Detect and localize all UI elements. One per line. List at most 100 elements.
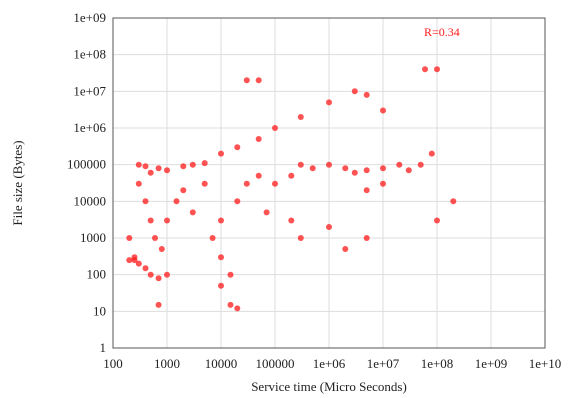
- data-point: [434, 66, 440, 73]
- data-point: [351, 169, 358, 176]
- data-point: [147, 271, 154, 278]
- data-point: [180, 187, 187, 194]
- y-axis-label: File size (Bytes): [10, 140, 25, 225]
- data-point: [147, 169, 154, 176]
- data-point: [288, 217, 295, 224]
- plot-frame: [112, 17, 546, 349]
- data-point: [155, 275, 162, 282]
- data-point: [342, 165, 349, 172]
- x-tick-label: 1e+08: [421, 356, 454, 371]
- data-point: [405, 167, 412, 174]
- data-point: [450, 198, 457, 205]
- data-point: [201, 160, 208, 167]
- data-point: [147, 217, 154, 224]
- y-axis-ticks: 1 10 100 1000 10000 100000 1e+06 1e+07 1e+08 1e+0…: [67, 10, 106, 355]
- x-tick-label: 100000: [256, 356, 295, 371]
- data-point: [272, 180, 278, 187]
- x-tick-label: 1e+07: [367, 356, 400, 371]
- data-point: [142, 265, 149, 272]
- data-point: [164, 217, 170, 224]
- data-point: [380, 165, 386, 172]
- data-point: [363, 235, 370, 241]
- data-point: [272, 125, 278, 131]
- data-point: [218, 150, 224, 157]
- data-point: [131, 257, 138, 264]
- data-point: [234, 305, 241, 312]
- data-point: [209, 235, 216, 241]
- data-point: [434, 217, 440, 224]
- x-tick-label: 1000: [154, 356, 180, 371]
- data-point: [201, 180, 208, 187]
- y-tick-label: 1e+08: [73, 47, 106, 62]
- data-point: [396, 161, 403, 168]
- data-point: [227, 271, 234, 278]
- data-point: [152, 235, 158, 241]
- data-point: [380, 180, 386, 187]
- x-tick-label: 1e+09: [475, 356, 508, 371]
- x-tick-label: 1e+06: [313, 356, 346, 371]
- data-point: [189, 161, 196, 168]
- data-point: [164, 167, 170, 174]
- y-tick-label: 1e+09: [73, 10, 106, 25]
- data-point: [255, 77, 262, 84]
- data-point: [363, 91, 370, 98]
- data-point: [255, 136, 262, 142]
- data-point: [218, 217, 224, 224]
- data-point: [363, 187, 370, 194]
- data-point: [234, 198, 241, 205]
- data-point: [142, 163, 149, 170]
- data-point: [173, 198, 180, 205]
- y-tick-label: 1e+06: [73, 120, 106, 135]
- data-point: [243, 77, 250, 84]
- data-point: [227, 301, 234, 308]
- data-point: [363, 167, 370, 174]
- correlation-annotation: R=0.34: [424, 25, 460, 39]
- x-axis-ticks: 100 1000 10000 100000 1e+06 1e+07 1e+08 1e+09 1e…: [103, 356, 561, 371]
- data-point: [126, 235, 133, 241]
- y-tick-label: 100: [87, 267, 107, 282]
- data-point: [380, 107, 386, 114]
- data-point: [155, 165, 162, 172]
- data-point: [297, 235, 304, 241]
- data-point: [326, 99, 332, 106]
- data-point: [218, 282, 224, 289]
- data-point: [309, 165, 316, 172]
- data-point: [158, 246, 165, 252]
- data-point: [297, 161, 304, 168]
- data-point: [189, 209, 196, 216]
- data-point: [326, 224, 332, 230]
- data-point: [417, 161, 424, 168]
- y-tick-label: 10: [93, 303, 106, 318]
- data-point: [297, 114, 304, 120]
- data-point: [342, 246, 349, 252]
- y-tick-label: 10000: [74, 193, 107, 208]
- x-tick-label: 10000: [205, 356, 238, 371]
- data-point: [135, 260, 142, 267]
- data-point: [135, 161, 142, 168]
- data-point: [218, 254, 224, 261]
- y-tick-label: 1000: [80, 230, 106, 245]
- data-point: [180, 163, 187, 170]
- data-point: [351, 88, 358, 95]
- data-point: [428, 150, 435, 157]
- data-point: [422, 66, 428, 73]
- data-point: [155, 301, 162, 308]
- data-point: [255, 172, 262, 179]
- data-point: [263, 209, 270, 216]
- data-point: [326, 161, 332, 168]
- x-tick-label: 100: [103, 356, 123, 371]
- data-point: [126, 257, 133, 264]
- point-layer: [126, 66, 457, 312]
- data-point: [135, 180, 142, 187]
- data-point: [234, 144, 241, 151]
- data-point: [164, 271, 170, 278]
- y-tick-label: 1e+07: [73, 83, 106, 98]
- data-point: [142, 198, 149, 205]
- x-axis-label: Service time (Micro Seconds): [251, 379, 407, 394]
- data-point: [288, 172, 295, 179]
- y-tick-label: 100000: [67, 157, 106, 172]
- grid-layer: [112, 17, 546, 349]
- y-tick-label: 1: [100, 340, 107, 355]
- data-point: [243, 180, 250, 187]
